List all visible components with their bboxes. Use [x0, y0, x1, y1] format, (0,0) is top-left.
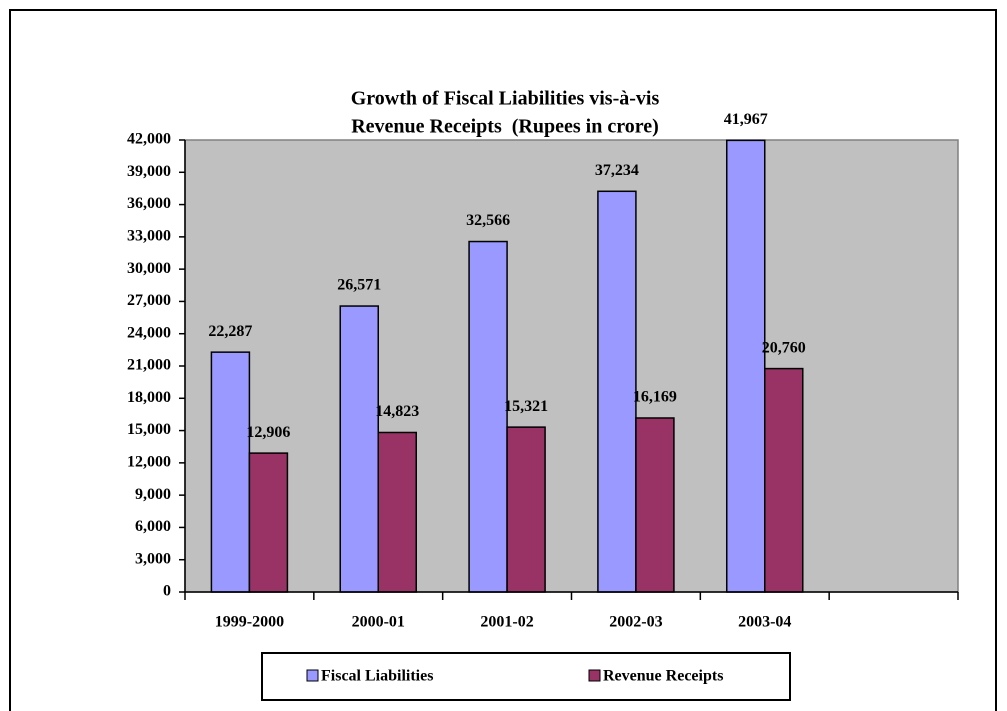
legend-label: Fiscal Liabilities: [321, 668, 433, 685]
y-tick-label: 15,000: [127, 421, 171, 438]
y-tick-label: 6,000: [135, 518, 171, 535]
bar: [635, 417, 675, 593]
bar: [210, 351, 251, 593]
x-tick-label: 2000-01: [352, 614, 405, 631]
y-tick-label: 9,000: [135, 486, 171, 503]
y-tick-label: 0: [163, 583, 171, 600]
x-tick-label: 2001-02: [480, 614, 533, 631]
y-tick-label: 21,000: [127, 357, 171, 374]
y-tick-label: 42,000: [127, 131, 171, 148]
data-label: 37,234: [595, 162, 639, 179]
bar: [506, 426, 546, 593]
x-tick-label: 2003-04: [738, 614, 791, 631]
y-tick-label: 12,000: [127, 454, 171, 471]
data-label: 16,169: [633, 389, 677, 406]
data-label: 22,287: [208, 323, 252, 340]
y-tick-label: 30,000: [127, 260, 171, 277]
bar: [725, 139, 766, 593]
y-tick-label: 3,000: [135, 550, 171, 567]
bar: [764, 367, 804, 593]
data-label: 32,566: [466, 212, 510, 229]
x-tick-label: 1999-2000: [215, 614, 284, 631]
legend-swatch: [588, 669, 601, 682]
y-tick-label: 18,000: [127, 389, 171, 406]
data-label: 15,321: [504, 398, 548, 415]
x-tick-label: 2002-03: [609, 614, 662, 631]
data-label: 41,967: [724, 111, 768, 128]
chart-title: Revenue Receipts (Rupees in crore): [351, 116, 659, 138]
y-tick-label: 39,000: [127, 163, 171, 180]
legend: [261, 652, 791, 701]
bar: [468, 240, 508, 593]
legend-label: Revenue Receipts: [603, 668, 723, 685]
y-tick-label: 36,000: [127, 195, 171, 212]
data-label: 26,571: [337, 277, 381, 294]
chart-title: Growth of Fiscal Liabilities vis-à-vis: [351, 88, 660, 110]
y-tick-label: 27,000: [127, 292, 171, 309]
bar: [339, 305, 380, 593]
bar: [248, 452, 289, 593]
data-label: 14,823: [375, 403, 419, 420]
y-tick-label: 33,000: [127, 228, 171, 245]
y-tick-label: 24,000: [127, 324, 171, 341]
data-label: 12,906: [246, 424, 290, 441]
data-label: 20,760: [762, 339, 806, 356]
plot-background: [184, 139, 959, 593]
bar: [597, 190, 637, 593]
bar: [377, 431, 418, 593]
legend-swatch: [306, 669, 319, 682]
